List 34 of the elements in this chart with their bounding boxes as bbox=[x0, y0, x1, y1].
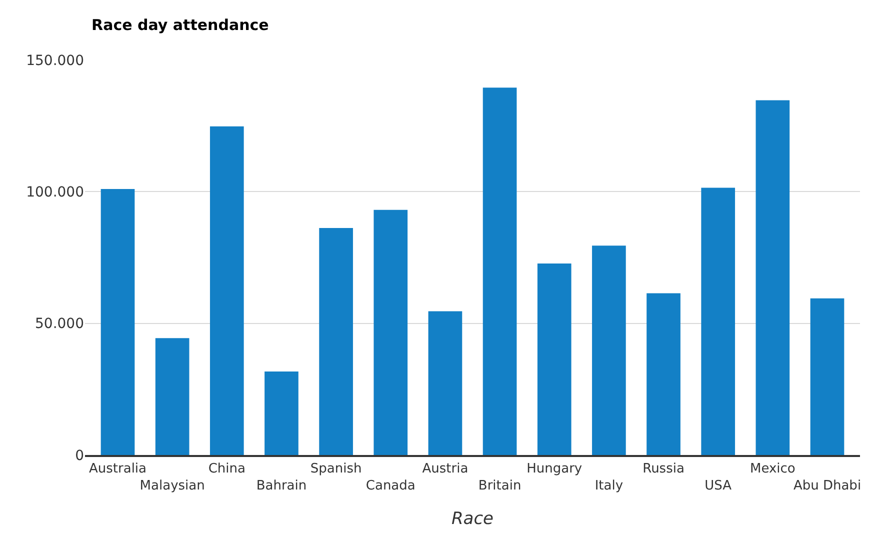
x-tick-label: Austria bbox=[422, 461, 468, 476]
y-tick-label: 0 bbox=[75, 448, 84, 464]
bar bbox=[810, 298, 844, 455]
x-tick-label: Canada bbox=[366, 478, 416, 494]
x-tick-label: Hungary bbox=[526, 461, 582, 476]
bar bbox=[482, 88, 517, 455]
bar bbox=[428, 311, 462, 455]
x-axis-title: Race bbox=[451, 509, 494, 530]
x-tick-label: Mexico bbox=[750, 461, 796, 476]
x-tick-label: Australia bbox=[88, 461, 147, 476]
bar bbox=[319, 228, 353, 455]
y-tick-label: 100.000 bbox=[26, 184, 84, 201]
x-tick-label: Italy bbox=[594, 478, 624, 494]
bar bbox=[646, 293, 680, 455]
bar bbox=[374, 210, 408, 455]
x-tick-label: Bahrain bbox=[256, 478, 307, 494]
bar bbox=[756, 100, 790, 455]
bar bbox=[592, 246, 626, 455]
bar bbox=[155, 338, 190, 455]
chart-title: Race day attendance bbox=[92, 16, 269, 34]
bar bbox=[100, 189, 135, 455]
x-tick-label: Spanish bbox=[310, 461, 362, 476]
x-tick-label: Russia bbox=[642, 461, 684, 476]
x-tick-label: Britain bbox=[478, 478, 522, 494]
bar bbox=[537, 264, 572, 455]
bar bbox=[210, 126, 244, 455]
y-tick-label: 150.000 bbox=[26, 52, 84, 69]
x-tick-label: Abu Dhabi bbox=[793, 478, 862, 494]
x-tick-label: USA bbox=[704, 478, 732, 494]
y-tick-label: 50.000 bbox=[35, 316, 84, 332]
bar bbox=[264, 372, 298, 455]
bar bbox=[701, 188, 736, 455]
x-tick-label: Malaysian bbox=[140, 478, 205, 494]
x-tick-label: China bbox=[208, 461, 246, 476]
